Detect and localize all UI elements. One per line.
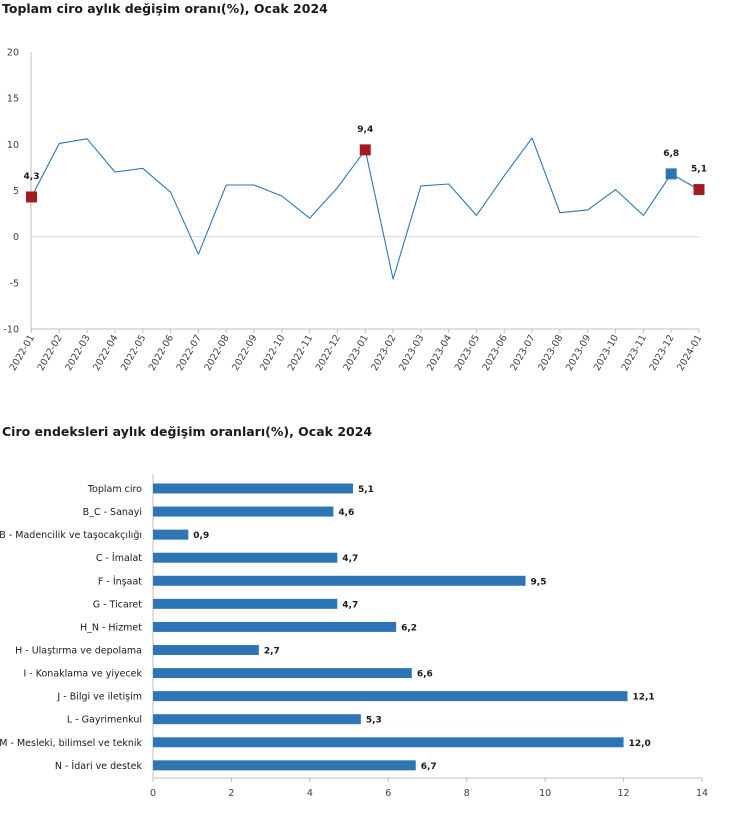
bar-value-label: 4,6 — [338, 508, 354, 518]
bar-value-label: 4,7 — [342, 554, 358, 564]
data-label: 6,8 — [663, 149, 679, 159]
y-tick-label: 0 — [13, 232, 19, 243]
x-tick-label: 0 — [150, 788, 156, 799]
bar-value-label: 12,0 — [629, 739, 651, 749]
bar — [153, 737, 624, 748]
y-tick-label: 5 — [13, 186, 19, 197]
bar-value-label: 5,3 — [366, 716, 382, 726]
bar — [153, 644, 259, 655]
category-label: H_N - Hizmet — [80, 622, 142, 633]
y-tick-label: -10 — [3, 325, 19, 336]
bar — [153, 483, 353, 494]
bar — [153, 621, 397, 632]
category-label: J - Bilgi ve iletişim — [56, 692, 142, 703]
category-label: B - Madencilik ve taşocakçılığı — [0, 530, 142, 541]
category-label: I - Konaklama ve yiyecek — [23, 669, 142, 680]
bar-value-label: 6,2 — [401, 623, 417, 633]
y-tick-label: 10 — [7, 140, 19, 151]
x-tick-label: 6 — [385, 788, 391, 799]
x-tick-label: 8 — [464, 788, 470, 799]
category-label: F - İnşaat — [98, 576, 142, 587]
bar — [153, 598, 338, 609]
y-tick-label: 20 — [7, 48, 19, 59]
bar-value-label: 6,6 — [417, 670, 433, 680]
data-label: 4,3 — [24, 172, 40, 182]
bar-value-label: 6,7 — [421, 762, 437, 772]
data-point-marker — [26, 191, 37, 203]
bar-value-label: 12,1 — [632, 693, 654, 703]
data-label: 9,4 — [357, 125, 373, 135]
line-chart: -10-5051015202022-012022-022022-032022-0… — [3, 48, 707, 373]
bar-value-label: 0,9 — [193, 531, 209, 541]
bar-chart-title: Ciro endeksleri aylık değişim oranları(%… — [2, 424, 373, 439]
y-tick-label: 15 — [7, 94, 19, 105]
bar-value-label: 2,7 — [264, 646, 280, 656]
data-point-marker — [359, 144, 371, 156]
x-tick-label: 4 — [307, 788, 313, 799]
bar — [153, 714, 361, 725]
bar-value-label: 9,5 — [531, 577, 547, 587]
bar — [153, 529, 189, 540]
category-label: L - Gayrimenkul — [67, 715, 142, 726]
bar — [153, 575, 526, 586]
data-point-marker — [665, 168, 677, 180]
category-label: C - İmalat — [96, 553, 142, 564]
x-tick-label: 2 — [228, 788, 234, 799]
category-label: H - Ulaştırma ve depolama — [15, 645, 142, 656]
line-chart-title: Toplam ciro aylık değişim oranı(%), Ocak… — [2, 1, 328, 16]
category-label: Toplam ciro — [87, 484, 142, 495]
bar-value-label: 5,1 — [358, 485, 374, 495]
bar — [153, 668, 412, 679]
bar — [153, 760, 416, 771]
x-tick-label: 14 — [696, 788, 708, 799]
y-tick-label: -5 — [10, 278, 19, 289]
bar — [153, 552, 338, 563]
bar — [153, 506, 334, 517]
data-point-marker — [693, 184, 705, 196]
x-tick-label: 12 — [618, 788, 630, 799]
bar-value-label: 4,7 — [342, 600, 358, 610]
bar — [153, 691, 628, 702]
category-label: N - İdari ve destek — [55, 761, 143, 772]
category-label: G - Ticaret — [93, 599, 143, 610]
category-label: M - Mesleki, bilimsel ve teknik — [0, 738, 142, 749]
data-label: 5,1 — [691, 165, 707, 175]
category-label: B_C - Sanayi — [83, 507, 142, 518]
x-tick-label: 10 — [539, 788, 551, 799]
